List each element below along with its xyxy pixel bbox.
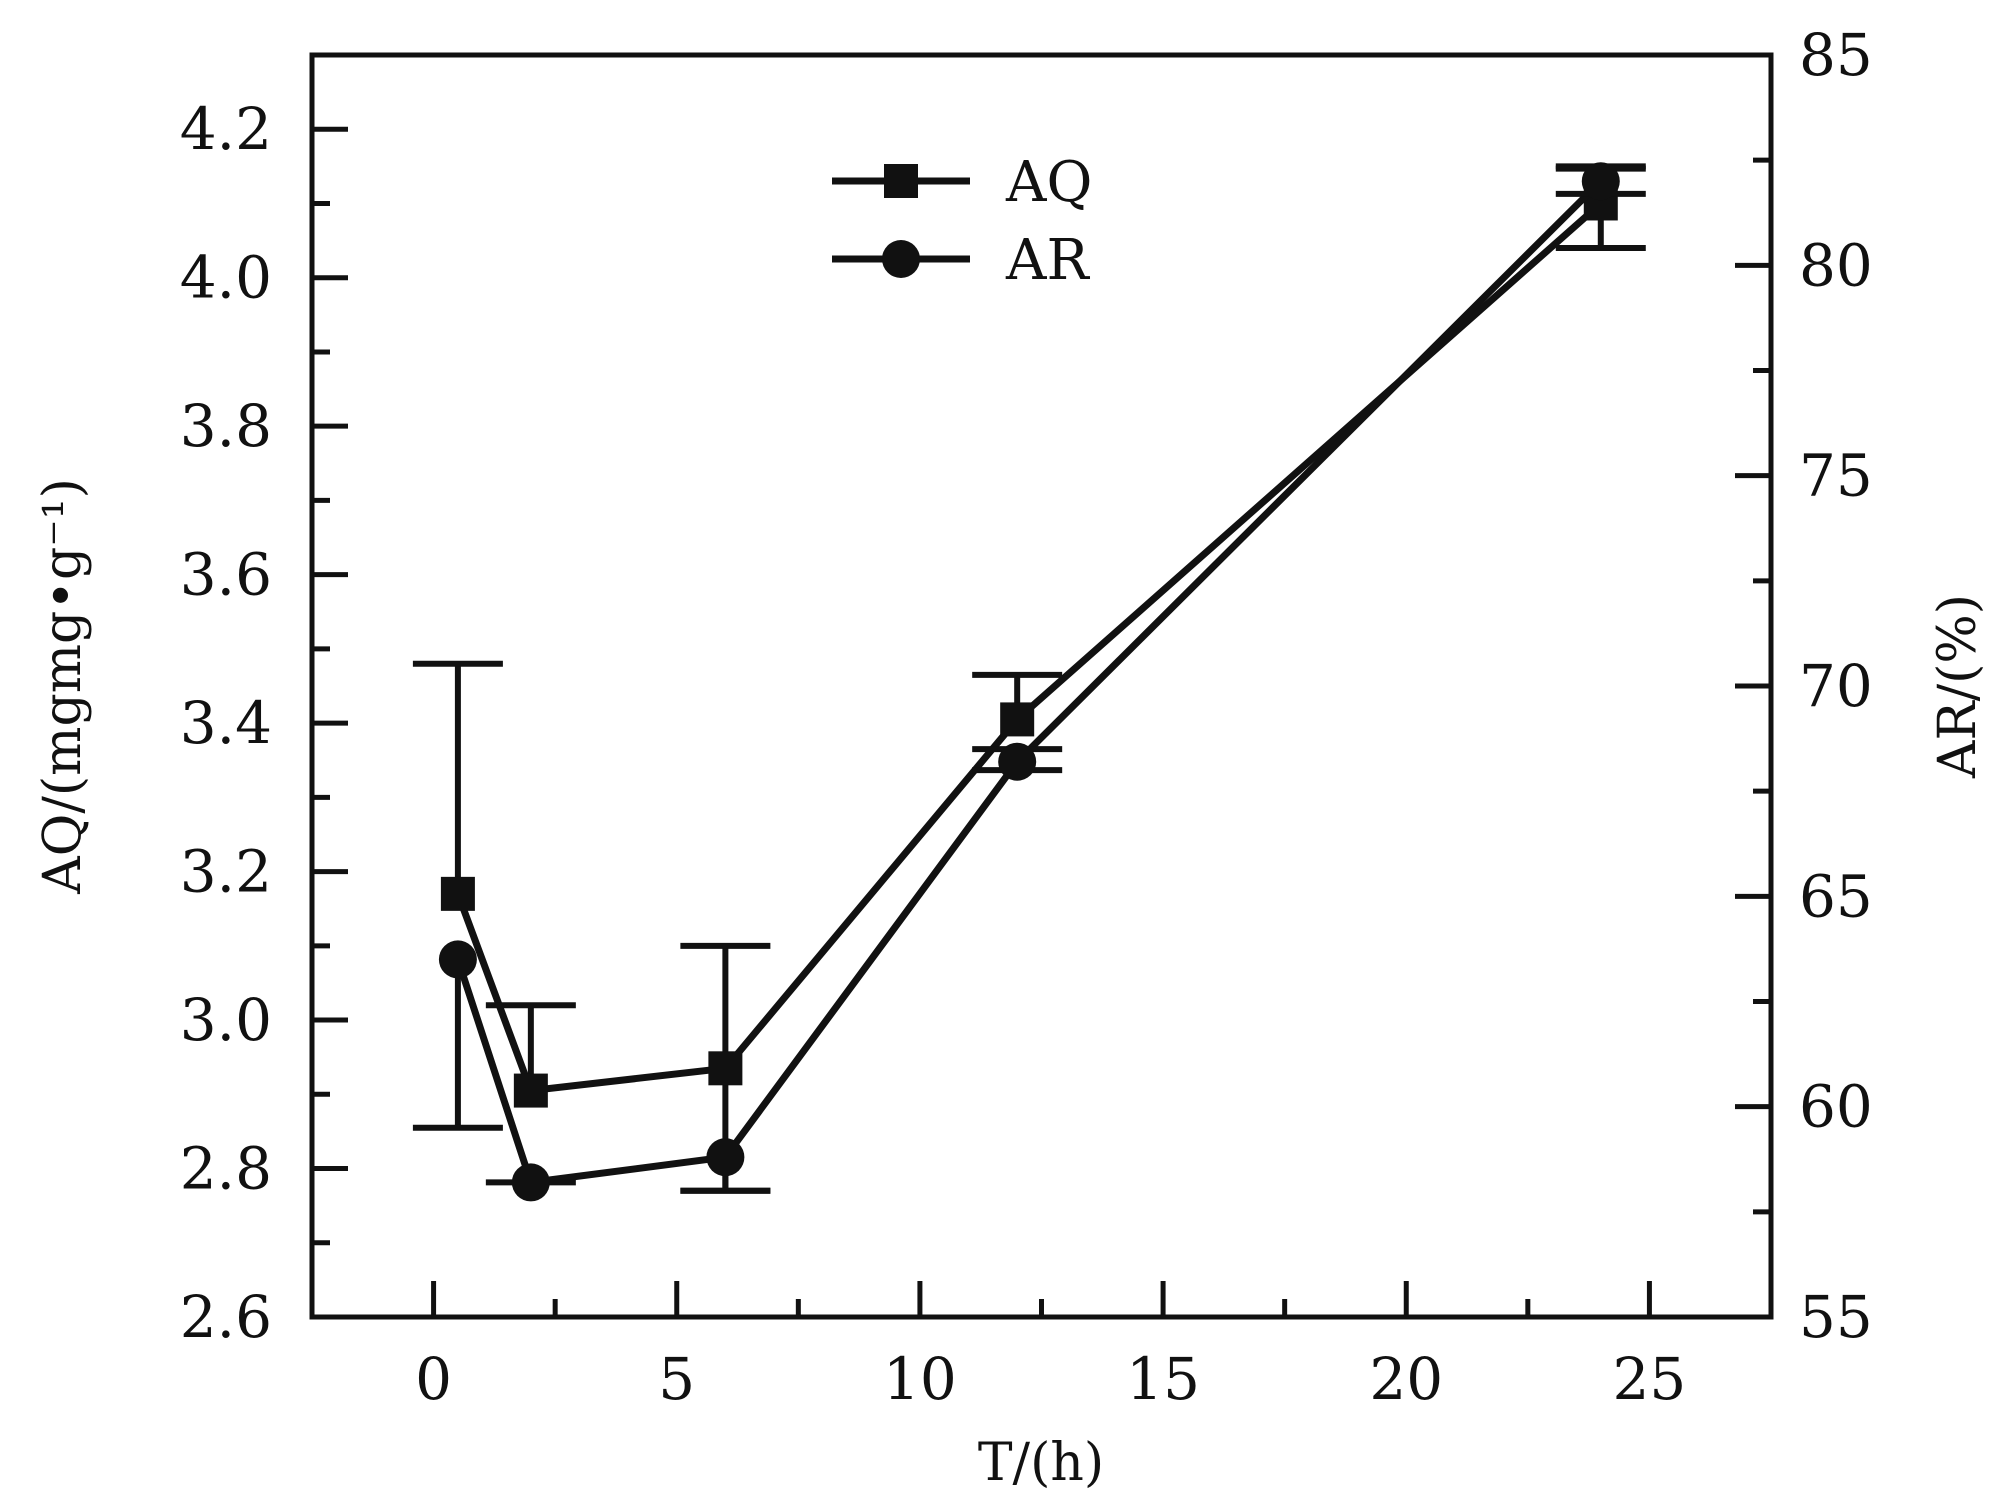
x-tick-label: 20 xyxy=(1369,1345,1443,1413)
y-left-tick-label: 3.0 xyxy=(180,986,272,1054)
y-left-tick-label: 3.2 xyxy=(180,838,272,906)
y-left-tick-label: 2.8 xyxy=(180,1135,272,1203)
y-left-tick-label: 4.2 xyxy=(180,95,272,163)
y-axis-right-title: AR/(%) xyxy=(1928,594,1988,779)
data-point-aq xyxy=(1000,702,1035,737)
x-tick-label: 25 xyxy=(1613,1345,1687,1413)
y-right-tick-label: 80 xyxy=(1799,231,1873,299)
y-left-tick-label: 3.6 xyxy=(180,541,272,609)
y-right-tick-label: 60 xyxy=(1799,1073,1873,1141)
data-point-ar xyxy=(438,940,477,979)
series-line xyxy=(454,200,1604,1095)
series-line xyxy=(454,178,1604,1187)
y-left-tick-label: 2.6 xyxy=(180,1283,272,1351)
x-tick-label: 10 xyxy=(883,1345,957,1413)
legend-item-ar: AR xyxy=(832,228,1090,293)
ticks: 0 5 10 15 20 25 2.6 2.8 3.0 3.2 3.4 3.6 3.8 4.0 4.2 55 6… xyxy=(180,21,1873,1413)
y-left-tick-label: 3.4 xyxy=(180,689,272,757)
data-point-ar xyxy=(706,1138,745,1177)
x-tick-label: 5 xyxy=(658,1345,695,1413)
data-point-aq xyxy=(513,1073,548,1108)
data-point-ar xyxy=(511,1163,550,1202)
y-right-tick-label: 85 xyxy=(1799,21,1873,89)
x-tick-label: 15 xyxy=(1126,1345,1200,1413)
legend-marker-square xyxy=(884,164,918,198)
y-right-tick-label: 70 xyxy=(1799,652,1873,720)
data-point-aq xyxy=(440,876,475,911)
y-axis-left-title: AQ/(mgmg•g⁻¹) xyxy=(33,478,93,895)
data-point-aq xyxy=(708,1051,743,1086)
y-right-tick-label: 75 xyxy=(1799,442,1873,510)
x-tick-label: 0 xyxy=(415,1345,452,1413)
data-point-ar xyxy=(998,742,1037,781)
y-right-tick-label: 55 xyxy=(1799,1283,1873,1351)
legend-label: AR xyxy=(1005,228,1090,293)
series-ar xyxy=(412,162,1646,1202)
data-point-ar xyxy=(1581,162,1620,201)
y-left-tick-label: 4.0 xyxy=(180,244,272,312)
x-axis-title: T/(h) xyxy=(978,1433,1104,1493)
legend-label: AQ xyxy=(1005,150,1092,215)
legend-item-aq: AQ xyxy=(832,150,1092,215)
y-right-tick-label: 65 xyxy=(1799,862,1873,930)
legend: AQ AR xyxy=(832,150,1092,293)
y-left-tick-label: 3.8 xyxy=(180,392,272,460)
legend-marker-circle xyxy=(882,240,920,278)
series-layer xyxy=(412,162,1646,1202)
